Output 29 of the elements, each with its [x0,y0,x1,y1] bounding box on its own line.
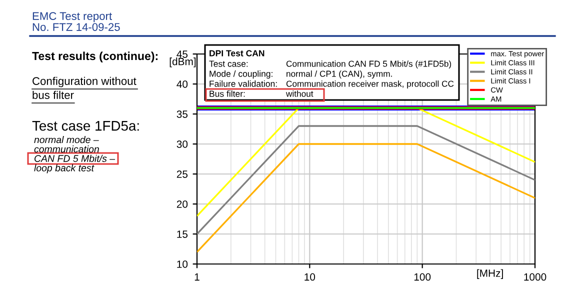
x-tick-label: 100 [414,273,431,281]
annotation: Bus filter: [210,90,245,97]
y-tick-label: 10 [177,260,188,268]
text: normal mode – communication CAN FD 5 Mbit/s – loop back test [34,136,116,174]
annotation: normal / CP1 (CAN), symm. [286,70,392,79]
text: Test case 1FD5a: [32,121,139,131]
x-tick-label: 1000 [524,273,546,281]
y-tick-label: 40 [176,80,188,88]
y-tick-label: 15 [177,230,188,238]
text: Configuration without bus filter [32,76,136,99]
x-axis-title: [MHz] [477,269,503,279]
annotation: Mode / coupling: [210,70,272,79]
x-tick-label: 1 [194,273,200,281]
y-tick-label: 30 [176,140,188,148]
y-tick-label: 45 [176,50,188,58]
x-tick-label: 10 [304,273,316,281]
annotation: Failure validation: [210,80,277,87]
annotation: Communication receiver mask, protocoll CC [286,80,454,89]
annotation: without [286,90,314,97]
text: Test results (continue): [32,52,158,62]
y-tick-label: 35 [176,110,188,118]
annotation: Test case: [209,60,248,67]
annotation: DPI Test CAN [210,50,264,56]
y-tick-label: 25 [176,170,188,178]
y-axis-title: [dBm] [170,58,196,68]
y-tick-label: 20 [176,200,188,208]
annotation: Communication CAN FD 5 Mbit/s (#1FD5b) [286,60,452,69]
text: No. FTZ 14-09-25 [32,23,120,31]
text: EMC Test report [32,12,112,22]
